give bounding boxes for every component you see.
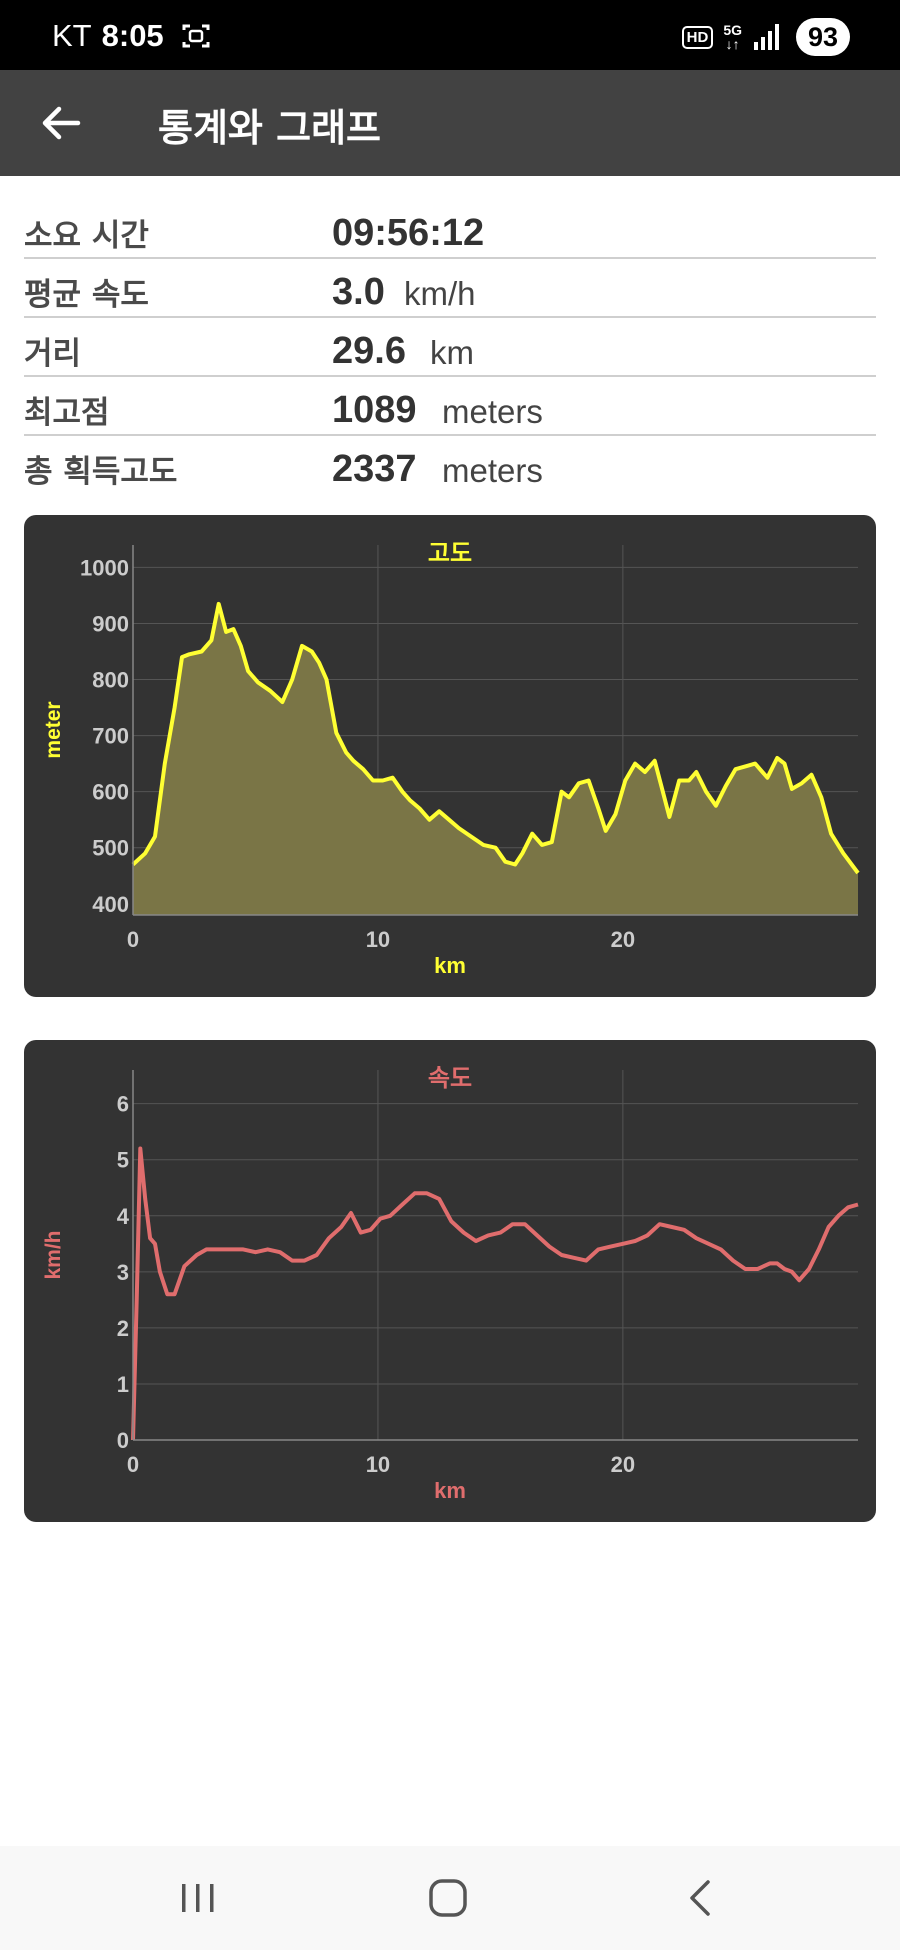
recent-apps-icon[interactable]: [168, 1876, 228, 1920]
altitude-series-line: [131, 601, 860, 875]
stat-value: 29.6: [332, 330, 406, 372]
stats-table: 소요 시간 09:56:12 평균 속도 3.0 km/h 거리 29.6 km…: [24, 200, 876, 495]
stat-row-duration: 소요 시간 09:56:12: [24, 200, 876, 259]
stat-row-max-altitude: 최고점 1089 meters: [24, 377, 876, 436]
x-tick-label: 0: [127, 927, 139, 952]
x-tick-label: 10: [366, 1452, 390, 1477]
stat-unit: meters: [442, 452, 543, 489]
y-tick-label: 5: [117, 1148, 129, 1173]
stat-row-avg-speed: 평균 속도 3.0 km/h: [24, 259, 876, 318]
y-tick-label: 3: [117, 1260, 129, 1285]
status-right: HD 5G ↓↑ 93: [681, 18, 850, 56]
app-bar: 통계와 그래프: [0, 70, 900, 176]
network-type: 5G: [723, 22, 742, 38]
y-tick-label: 700: [92, 724, 129, 749]
x-tick-label: 20: [611, 1452, 635, 1477]
y-tick-label: 1000: [80, 555, 129, 580]
speed-chart: 0 1 2 3 4 5 6 0 10 20 속도 km km/h: [42, 1064, 859, 1503]
stat-row-distance: 거리 29.6 km: [24, 318, 876, 377]
status-left: KT 8:05: [52, 18, 212, 54]
chart-title: 속도: [428, 1064, 472, 1092]
stat-value: 2337: [332, 448, 417, 490]
y-tick-label: 6: [117, 1092, 129, 1117]
y-tick-label: 0: [117, 1428, 129, 1453]
stat-label: 거리: [24, 336, 82, 372]
y-tick-label: 600: [92, 780, 129, 805]
clock: 8:05: [101, 18, 164, 53]
y-tick-label: 4: [117, 1204, 130, 1229]
stat-unit: km/h: [404, 275, 476, 312]
stat-unit: km: [430, 334, 474, 371]
stat-label: 최고점: [24, 395, 110, 431]
y-axis-label: km/h: [42, 1230, 65, 1279]
signal-icon: [754, 24, 779, 50]
5g-icon: 5G ↓↑: [723, 22, 742, 52]
altitude-area-fill: [133, 603, 858, 915]
stat-label: 소요 시간: [24, 218, 149, 254]
carrier-label: KT: [52, 18, 92, 53]
altitude-chart: 400 500 600 700 800 900 1000 0 10 20 고도 km meter: [42, 539, 860, 978]
y-tick-label: 900: [92, 611, 129, 636]
stat-row-elevation-gain: 총 획득고도 2337 meters: [24, 436, 876, 495]
stat-label: 평균 속도: [24, 277, 149, 313]
y-tick-label: 800: [92, 668, 129, 693]
back-icon[interactable]: [672, 1876, 732, 1920]
y-tick-label: 2: [117, 1316, 129, 1341]
x-axis-label: km: [434, 1478, 466, 1503]
x-tick-label: 20: [611, 927, 635, 952]
speed-series-line: [131, 1146, 859, 1441]
x-tick-label: 0: [127, 1452, 139, 1477]
hd-voice-icon: HD: [681, 25, 714, 49]
arrow-left-icon[interactable]: [38, 100, 84, 146]
status-bar: KT 8:05 HD 5G ↓↑ 93: [0, 0, 900, 70]
y-axis-label: meter: [42, 701, 65, 758]
navigation-bar: [0, 1846, 900, 1950]
stat-value: 3.0: [332, 271, 385, 313]
stat-value: 09:56:12: [332, 212, 485, 254]
screen-record-icon: [182, 24, 210, 48]
page-title: 통계와 그래프: [158, 106, 381, 150]
stat-label: 총 획득고도: [24, 454, 178, 490]
y-tick-label: 1: [117, 1372, 129, 1397]
home-icon[interactable]: [418, 1876, 478, 1920]
y-tick-label: 500: [92, 836, 129, 861]
chart-title: 고도: [428, 539, 472, 567]
stat-unit: meters: [442, 393, 543, 430]
x-axis-label: km: [434, 953, 466, 978]
stat-value: 1089: [332, 389, 417, 431]
battery-indicator: 93: [796, 18, 850, 56]
y-tick-label: 400: [92, 892, 129, 917]
x-tick-label: 10: [366, 927, 390, 952]
altitude-chart-card: 400 500 600 700 800 900 1000 0 10 20 고도 km meter: [24, 515, 876, 997]
speed-chart-card: 0 1 2 3 4 5 6 0 10 20 속도 km km/h: [24, 1040, 876, 1522]
